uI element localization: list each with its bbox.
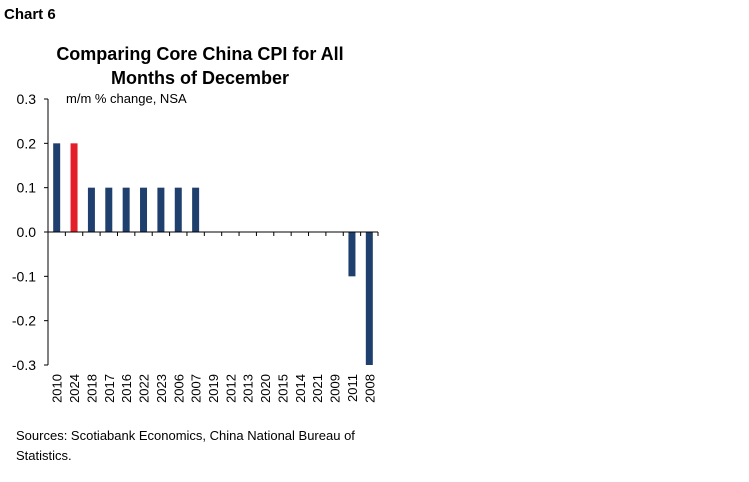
bar-2016: [122, 187, 130, 232]
bar-chart: 0.3 0.2 0.1 0.0 -0.1 -0.2 -0.3 2010 2024 2018 2017…: [12, 91, 379, 403]
x-tick-label: 2008: [362, 374, 377, 403]
bar-2008: [365, 232, 373, 365]
x-tick-label: 2015: [275, 374, 290, 403]
x-tick-label: 2016: [119, 374, 134, 403]
bar-2006: [174, 187, 182, 232]
x-tick-label: 2019: [206, 374, 221, 403]
x-tick-label: 2006: [171, 374, 186, 403]
x-tick-label: 2023: [154, 374, 169, 403]
y-tick-label: -0.3: [12, 357, 36, 373]
chart-title: Comparing Core China CPI for All Months …: [56, 44, 344, 88]
x-tick-label: 2024: [67, 374, 82, 403]
x-tick-label: 2011: [345, 374, 360, 402]
y-axis-unit-label: m/m % change, NSA: [66, 91, 187, 106]
bar-2011: [348, 232, 356, 277]
bar-2007: [192, 187, 200, 232]
x-tick-label: 2020: [258, 374, 273, 403]
x-tick-label: 2017: [102, 374, 117, 403]
y-tick-label: 0.3: [17, 91, 37, 107]
x-tick-label: 2007: [189, 374, 204, 403]
x-tick-label: 2012: [223, 374, 238, 403]
y-tick-label: -0.2: [12, 313, 36, 329]
bar-2010: [53, 143, 61, 232]
bar-2018: [87, 187, 95, 232]
bar-2023: [157, 187, 165, 232]
source-note: Sources: Scotiabank Economics, China Nat…: [16, 428, 355, 463]
x-tick-label: 2021: [310, 374, 325, 403]
x-tick-label: 2022: [137, 374, 152, 403]
y-tick-label: 0.2: [17, 135, 37, 151]
y-tick-label: -0.1: [12, 268, 36, 284]
x-tick-label: 2009: [328, 374, 343, 403]
bar-2017: [105, 187, 113, 232]
y-tick-label: 0.1: [17, 180, 37, 196]
y-tick-label: 0.0: [17, 224, 37, 240]
chart-label: Chart 6: [4, 6, 56, 23]
bar-2024: [70, 143, 78, 232]
x-tick-label: 2013: [241, 374, 256, 403]
x-tick-label: 2014: [293, 374, 308, 403]
x-tick-label: 2010: [50, 374, 65, 403]
bar-2022: [140, 187, 148, 232]
x-tick-label: 2018: [84, 374, 99, 403]
